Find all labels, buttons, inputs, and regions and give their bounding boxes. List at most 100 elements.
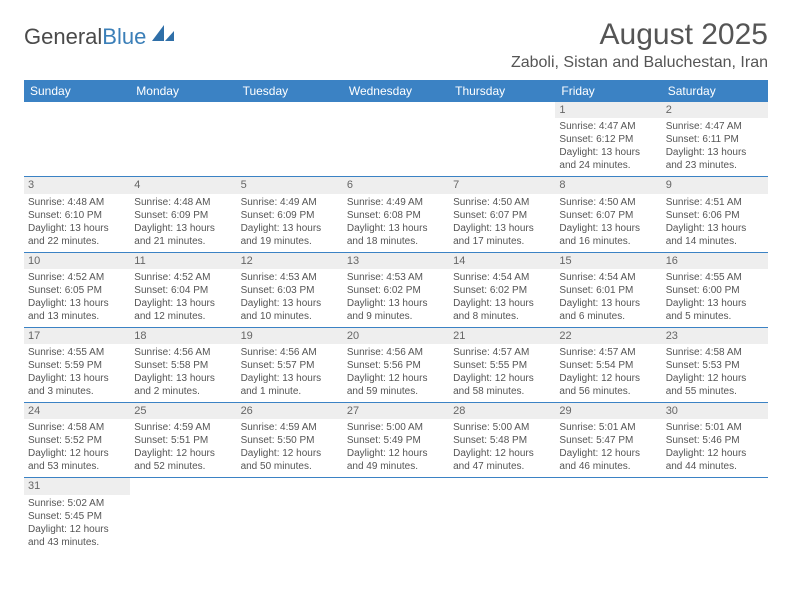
sunrise-text: Sunrise: 4:51 AM [666,196,764,209]
day-number: 13 [343,253,449,269]
day-cell: 4Sunrise: 4:48 AMSunset: 6:09 PMDaylight… [130,177,236,251]
day-number: 4 [130,177,236,193]
weekday-cell: Friday [555,80,661,102]
sunset-text: Sunset: 6:12 PM [559,133,657,146]
daylight-text: Daylight: 13 hours and 21 minutes. [134,222,232,248]
day-cell: 30Sunrise: 5:01 AMSunset: 5:46 PMDayligh… [662,403,768,477]
day-cell: 12Sunrise: 4:53 AMSunset: 6:03 PMDayligh… [237,253,343,327]
day-number: 3 [24,177,130,193]
day-content: Sunrise: 4:52 AMSunset: 6:04 PMDaylight:… [130,269,236,327]
daylight-text: Daylight: 12 hours and 59 minutes. [347,372,445,398]
day-content: Sunrise: 4:54 AMSunset: 6:02 PMDaylight:… [449,269,555,327]
sunrise-text: Sunrise: 4:54 AM [453,271,551,284]
day-number: 27 [343,403,449,419]
day-content: Sunrise: 4:50 AMSunset: 6:07 PMDaylight:… [449,194,555,252]
sunrise-text: Sunrise: 4:48 AM [28,196,126,209]
day-cell: 3Sunrise: 4:48 AMSunset: 6:10 PMDaylight… [24,177,130,251]
day-number: 14 [449,253,555,269]
sunrise-text: Sunrise: 4:47 AM [559,120,657,133]
day-content: Sunrise: 4:52 AMSunset: 6:05 PMDaylight:… [24,269,130,327]
day-number: 11 [130,253,236,269]
day-number: 7 [449,177,555,193]
sunrise-text: Sunrise: 4:52 AM [28,271,126,284]
day-cell [237,102,343,176]
day-cell: 28Sunrise: 5:00 AMSunset: 5:48 PMDayligh… [449,403,555,477]
sunset-text: Sunset: 6:03 PM [241,284,339,297]
day-cell: 10Sunrise: 4:52 AMSunset: 6:05 PMDayligh… [24,253,130,327]
sunset-text: Sunset: 5:55 PM [453,359,551,372]
day-cell [343,478,449,552]
daylight-text: Daylight: 13 hours and 3 minutes. [28,372,126,398]
sunrise-text: Sunrise: 4:48 AM [134,196,232,209]
day-number: 17 [24,328,130,344]
daylight-text: Daylight: 13 hours and 16 minutes. [559,222,657,248]
day-cell [237,478,343,552]
day-content: Sunrise: 4:49 AMSunset: 6:08 PMDaylight:… [343,194,449,252]
daylight-text: Daylight: 13 hours and 23 minutes. [666,146,764,172]
sunrise-text: Sunrise: 4:56 AM [134,346,232,359]
calendar: SundayMondayTuesdayWednesdayThursdayFrid… [24,80,768,553]
sunset-text: Sunset: 6:00 PM [666,284,764,297]
sunrise-text: Sunrise: 4:57 AM [453,346,551,359]
daylight-text: Daylight: 13 hours and 12 minutes. [134,297,232,323]
sunrise-text: Sunrise: 4:47 AM [666,120,764,133]
day-content: Sunrise: 4:53 AMSunset: 6:02 PMDaylight:… [343,269,449,327]
daylight-text: Daylight: 13 hours and 8 minutes. [453,297,551,323]
day-content: Sunrise: 4:59 AMSunset: 5:50 PMDaylight:… [237,419,343,477]
day-number: 9 [662,177,768,193]
day-number: 18 [130,328,236,344]
sunset-text: Sunset: 6:01 PM [559,284,657,297]
sunrise-text: Sunrise: 5:01 AM [559,421,657,434]
day-content: Sunrise: 4:56 AMSunset: 5:57 PMDaylight:… [237,344,343,402]
sunrise-text: Sunrise: 4:58 AM [666,346,764,359]
day-number: 25 [130,403,236,419]
day-cell: 29Sunrise: 5:01 AMSunset: 5:47 PMDayligh… [555,403,661,477]
daylight-text: Daylight: 12 hours and 52 minutes. [134,447,232,473]
day-number: 31 [24,478,130,494]
weekday-cell: Tuesday [237,80,343,102]
day-cell: 27Sunrise: 5:00 AMSunset: 5:49 PMDayligh… [343,403,449,477]
day-content: Sunrise: 4:51 AMSunset: 6:06 PMDaylight:… [662,194,768,252]
daylight-text: Daylight: 12 hours and 43 minutes. [28,523,126,549]
daylight-text: Daylight: 13 hours and 1 minute. [241,372,339,398]
sunset-text: Sunset: 5:51 PM [134,434,232,447]
daylight-text: Daylight: 13 hours and 19 minutes. [241,222,339,248]
day-cell: 6Sunrise: 4:49 AMSunset: 6:08 PMDaylight… [343,177,449,251]
logo-text-1: General [24,24,102,50]
sunset-text: Sunset: 6:09 PM [241,209,339,222]
daylight-text: Daylight: 12 hours and 47 minutes. [453,447,551,473]
daylight-text: Daylight: 12 hours and 46 minutes. [559,447,657,473]
day-number: 2 [662,102,768,118]
day-number: 24 [24,403,130,419]
week-row: 24Sunrise: 4:58 AMSunset: 5:52 PMDayligh… [24,403,768,478]
sunset-text: Sunset: 5:54 PM [559,359,657,372]
day-content: Sunrise: 4:47 AMSunset: 6:11 PMDaylight:… [662,118,768,176]
day-cell: 18Sunrise: 4:56 AMSunset: 5:58 PMDayligh… [130,328,236,402]
day-content: Sunrise: 5:01 AMSunset: 5:47 PMDaylight:… [555,419,661,477]
week-row: 10Sunrise: 4:52 AMSunset: 6:05 PMDayligh… [24,253,768,328]
day-number: 26 [237,403,343,419]
day-content: Sunrise: 4:49 AMSunset: 6:09 PMDaylight:… [237,194,343,252]
month-title: August 2025 [511,18,768,52]
day-cell: 14Sunrise: 4:54 AMSunset: 6:02 PMDayligh… [449,253,555,327]
day-cell [449,102,555,176]
day-number: 29 [555,403,661,419]
day-cell: 13Sunrise: 4:53 AMSunset: 6:02 PMDayligh… [343,253,449,327]
day-number: 19 [237,328,343,344]
sunrise-text: Sunrise: 4:57 AM [559,346,657,359]
week-row: 3Sunrise: 4:48 AMSunset: 6:10 PMDaylight… [24,177,768,252]
day-content: Sunrise: 4:55 AMSunset: 6:00 PMDaylight:… [662,269,768,327]
sunrise-text: Sunrise: 4:53 AM [347,271,445,284]
day-cell: 20Sunrise: 4:56 AMSunset: 5:56 PMDayligh… [343,328,449,402]
day-number: 8 [555,177,661,193]
day-number: 5 [237,177,343,193]
day-content: Sunrise: 4:50 AMSunset: 6:07 PMDaylight:… [555,194,661,252]
title-block: August 2025 Zaboli, Sistan and Baluchest… [511,18,768,72]
day-number: 16 [662,253,768,269]
sunset-text: Sunset: 5:59 PM [28,359,126,372]
daylight-text: Daylight: 12 hours and 50 minutes. [241,447,339,473]
day-number: 10 [24,253,130,269]
sunset-text: Sunset: 5:52 PM [28,434,126,447]
day-number: 22 [555,328,661,344]
day-cell: 16Sunrise: 4:55 AMSunset: 6:00 PMDayligh… [662,253,768,327]
